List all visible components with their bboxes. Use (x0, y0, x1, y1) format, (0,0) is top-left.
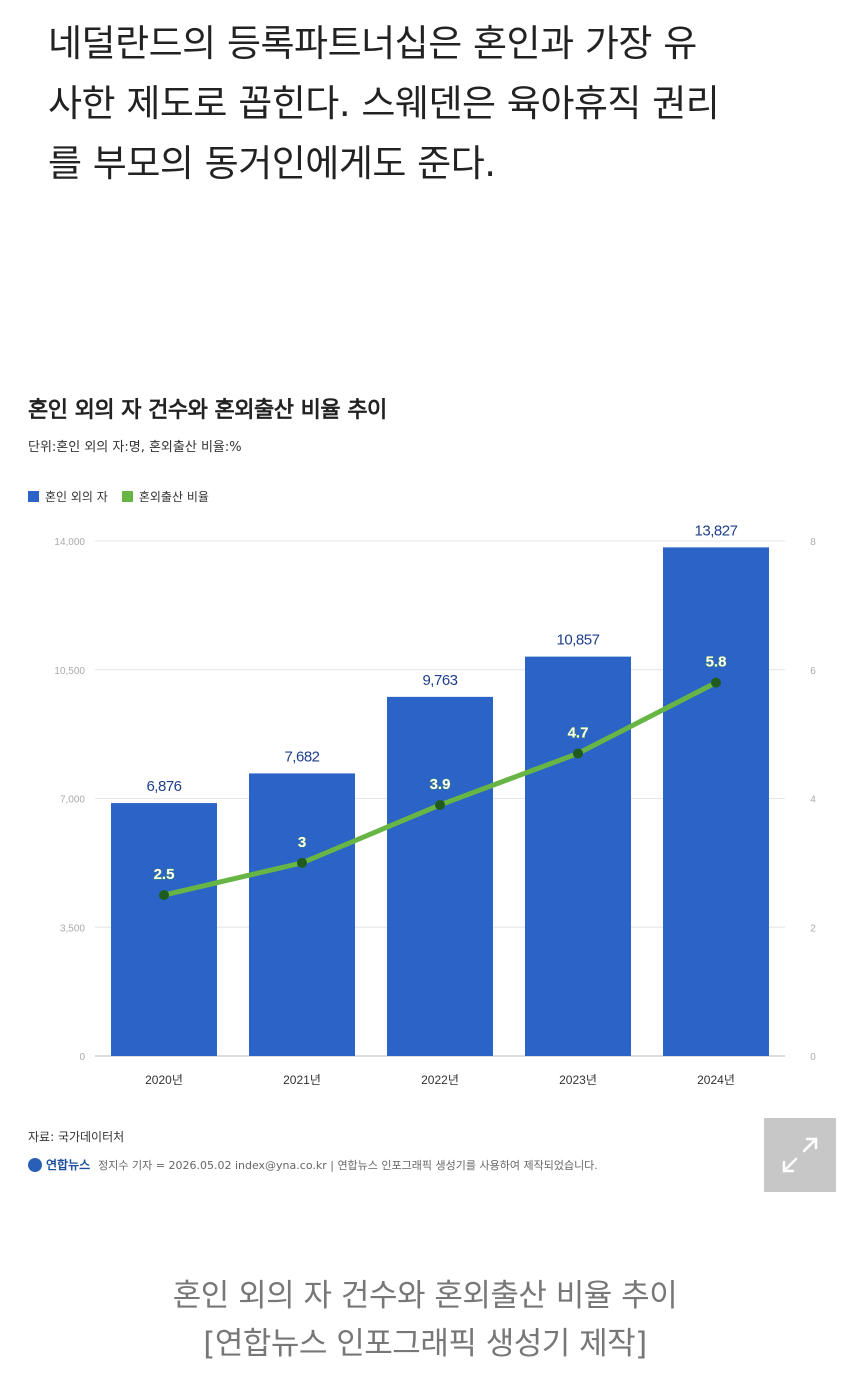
expand-image-button[interactable] (764, 1118, 836, 1192)
image-caption: 혼인 외의 자 건수와 혼외출산 비율 추이 [연합뉴스 인포그래픽 생성기 제… (0, 1272, 850, 1368)
x-tick-label: 2024년 (697, 1073, 735, 1087)
article-text: 네덜란드의 등록파트너십은 혼인과 가장 유 사한 제도로 꼽힌다. 스웨덴은 … (48, 14, 818, 194)
x-tick-label: 2022년 (421, 1073, 459, 1087)
y-right-tick-label: 8 (810, 537, 816, 548)
x-tick-label: 2023년 (559, 1073, 597, 1087)
legend-swatch-line (121, 491, 133, 502)
line-point (711, 677, 721, 688)
y-left-tick-label: 3,500 (60, 923, 85, 934)
x-tick-label: 2020년 (145, 1073, 183, 1087)
bar-value-label: 10,857 (557, 632, 600, 649)
y-right-tick-label: 2 (810, 923, 816, 934)
line-value-label: 3 (298, 834, 306, 851)
chart-source: 자료: 국가데이터처 (28, 1130, 125, 1144)
expand-icon (782, 1137, 818, 1173)
article-line: 를 부모의 동거인에게도 준다. (48, 142, 496, 185)
y-left-tick-label: 10,500 (54, 666, 85, 677)
line-point (297, 857, 307, 868)
bar-value-label: 6,876 (146, 778, 181, 795)
legend-swatch-bars (28, 491, 39, 502)
chart-plot: 0 3,500 7,000 10,500 14,000 0 2 4 6 8 6,876 2020년 7,… (54, 522, 816, 1087)
chart-title: 혼인 외의 자 건수와 혼외출산 비율 추이 (28, 398, 387, 423)
chart-unit: 단위:혼인 외의 자:명, 혼외출산 비율:% (28, 440, 242, 455)
line-point (435, 799, 445, 810)
line-value-label: 5.8 (706, 654, 727, 671)
bar (663, 547, 769, 1056)
caption-line-2: [연합뉴스 인포그래픽 생성기 제작] (203, 1326, 647, 1362)
line-value-label: 4.7 (568, 724, 589, 741)
bar (387, 696, 493, 1056)
caption-line-1: 혼인 외의 자 건수와 혼외출산 비율 추이 (172, 1278, 678, 1314)
article-line: 사한 제도로 꼽힌다. 스웨덴은 육아휴직 권리 (48, 82, 720, 125)
legend-label-bars: 혼인 외의 자 (45, 490, 108, 504)
chart-credit: 연합뉴스 정지수 기자 = 2026.05.02 index@yna.co.kr… (28, 1156, 598, 1173)
legend-item-bars: 혼인 외의 자 (28, 488, 108, 505)
chart-image: 혼인 외의 자 건수와 혼외출산 비율 추이 단위:혼인 외의 자:명, 혼외출… (0, 370, 850, 1210)
yonhap-logo-icon (28, 1157, 42, 1172)
y-right-tick-label: 0 (810, 1052, 816, 1063)
y-left-tick-label: 7,000 (60, 795, 85, 806)
y-right-tick-label: 6 (810, 666, 816, 677)
bar-value-label: 13,827 (695, 522, 738, 539)
chart-legend: 혼인 외의 자 혼외출산 비율 (28, 488, 223, 505)
legend-item-line: 혼외출산 비율 (121, 488, 209, 505)
bar-value-label: 7,682 (284, 748, 319, 765)
bar (525, 656, 631, 1056)
credit-brand: 연합뉴스 (46, 1158, 91, 1172)
article-line: 네덜란드의 등록파트너십은 혼인과 가장 유 (48, 22, 697, 65)
line-value-label: 2.5 (154, 866, 175, 883)
bar-value-label: 9,763 (422, 672, 457, 689)
y-left-tick-label: 0 (79, 1052, 85, 1063)
y-left-tick-label: 14,000 (54, 537, 85, 548)
legend-label-line: 혼외출산 비율 (138, 490, 209, 504)
bar (249, 773, 355, 1056)
credit-text: 정지수 기자 = 2026.05.02 index@yna.co.kr | 연합… (98, 1158, 598, 1172)
bar (111, 803, 217, 1056)
y-right-tick-label: 4 (810, 795, 816, 806)
line-point (159, 890, 169, 901)
x-tick-label: 2021년 (283, 1073, 321, 1087)
line-value-label: 3.9 (430, 776, 451, 793)
line-point (573, 748, 583, 759)
